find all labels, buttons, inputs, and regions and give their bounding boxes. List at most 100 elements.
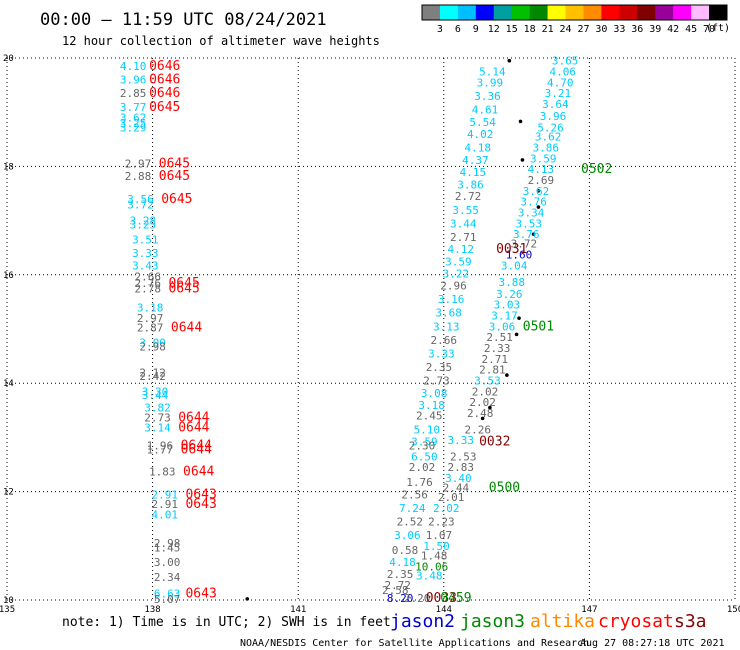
wave-height-label: 1.07 <box>426 529 453 542</box>
wave-height-label: 3.00 <box>139 337 166 350</box>
coast-dot <box>531 232 536 236</box>
color-swatch <box>655 5 674 20</box>
x-tick-label: 147 <box>581 605 597 615</box>
pass-time-label: 0031 <box>496 242 527 257</box>
y-tick-label: 20 <box>3 54 14 64</box>
wave-height-label: 0.58 <box>392 544 419 557</box>
legend-altika: altika <box>530 611 595 632</box>
wave-height-label: 2.98 <box>154 537 181 550</box>
pass-time-label: 0643 <box>185 487 216 502</box>
coast-dot <box>480 416 485 421</box>
y-tick-label: 10 <box>3 596 14 606</box>
pass-time-label: 0644 <box>181 442 212 457</box>
wave-height-label: 4.18 <box>465 141 492 154</box>
wave-height-label: 5.26 <box>537 121 564 134</box>
wave-height-label: 3.53 <box>515 217 542 230</box>
x-tick-label: 138 <box>144 605 160 615</box>
color-swatch <box>583 5 602 20</box>
wave-height-label: 3.26 <box>496 288 523 301</box>
wave-height-label: 3.43 <box>132 260 159 273</box>
color-scale-label: 39 <box>649 24 661 35</box>
color-scale-label: 24 <box>560 24 572 35</box>
y-tick-label: 18 <box>3 162 14 172</box>
coast-dot <box>517 316 521 320</box>
color-scale-label: 45 <box>685 24 697 35</box>
color-swatch <box>691 5 710 20</box>
wave-height-label: 3.51 <box>132 234 159 247</box>
pass-time-label: 0501 <box>523 319 554 334</box>
color-scale-bar: 3 6 9 12 15 18 21 24 27 30 33 36 39 42 45 70 <box>421 4 728 35</box>
wave-height-label: 3.72 <box>127 198 154 211</box>
wave-height-label: 2.35 <box>426 361 453 374</box>
wave-height-label: 2.98 <box>139 340 166 353</box>
y-tick-label: 14 <box>3 379 14 389</box>
color-scale-label: 33 <box>613 24 625 35</box>
wave-height-label: 3.25 <box>120 117 147 130</box>
wave-height-label: 3.29 <box>120 121 147 134</box>
coast-dot <box>505 373 509 377</box>
wave-height-label: 3.33 <box>132 247 159 260</box>
wave-height-label: 3.03 <box>494 299 521 312</box>
color-swatch <box>709 5 728 20</box>
wave-height-label: 3.40 <box>445 472 472 485</box>
wave-height-label: 2.71 <box>450 231 477 244</box>
wave-height-label: 4.01 <box>151 508 178 521</box>
x-tick-label: 144 <box>436 605 452 615</box>
pass-time-label: 0646 <box>149 59 180 74</box>
pass-time-label: 0643 <box>185 586 216 601</box>
wave-height-label: 3.18 <box>418 399 445 412</box>
wave-height-label: 3.14 <box>144 422 171 435</box>
pass-time-label: 0645 <box>161 192 192 207</box>
wave-height-label: 2.44 <box>443 481 470 494</box>
color-swatch <box>457 5 477 20</box>
wave-height-label: 3.00 <box>154 556 181 569</box>
wave-height-label: 1.96 <box>147 440 174 453</box>
x-tick-label: 135 <box>0 605 15 615</box>
pass-time-label: 0646 <box>149 73 180 88</box>
wave-height-label: 3.62 <box>535 131 562 144</box>
wave-height-label: 3.62 <box>120 112 147 125</box>
wave-height-label: 3.96 <box>540 110 567 123</box>
color-bar-frame <box>421 4 728 21</box>
wave-height-label: 2.33 <box>484 342 511 355</box>
wave-height-label: 3.33 <box>448 434 475 447</box>
wave-height-label: 2.42 <box>139 370 166 383</box>
wave-height-label: 3.22 <box>443 268 470 281</box>
chart-subtitle: 12 hour collection of altimeter wave hei… <box>62 34 380 48</box>
wave-height-label: 2.91 <box>151 498 178 511</box>
wave-height-label: 2.97 <box>125 158 152 171</box>
wave-height-label: 2.83 <box>448 461 475 474</box>
wave-height-label: 3.59 <box>530 152 557 165</box>
wave-height-label: 1.50 <box>423 540 450 553</box>
color-swatch <box>637 5 656 20</box>
wave-height-label: 2.56 <box>401 488 428 501</box>
wave-height-label: 2.71 <box>482 353 509 366</box>
coast-dot <box>520 158 525 162</box>
legend-cryosat: cryosat <box>598 611 674 632</box>
wave-height-label: 4.61 <box>472 103 499 116</box>
color-scale-label: 36 <box>631 24 643 35</box>
wave-height-label: 2.88 <box>125 170 152 183</box>
wave-height-label: 6.63 <box>154 587 181 600</box>
wave-height-label: 2.34 <box>154 571 181 584</box>
wave-height-label: 2.02 <box>409 461 436 474</box>
wave-height-label: 5.07 <box>154 593 181 606</box>
legend-jason2: jason2 <box>390 611 455 632</box>
y-tick-label: 16 <box>3 271 14 281</box>
color-scale-label: 70 <box>703 24 715 35</box>
wave-height-label: 2.51 <box>486 331 513 344</box>
wave-height-label: 3.13 <box>433 320 460 333</box>
wave-height-label: 3.64 <box>542 98 569 111</box>
pass-time-label: 0645 <box>168 276 199 291</box>
wave-height-label: 2.76 <box>134 277 161 290</box>
wave-height-label: 2.35 <box>387 568 414 581</box>
color-swatch <box>601 5 620 20</box>
color-scale-label: 3 <box>437 24 443 35</box>
wave-height-label: 2.48 <box>467 407 494 420</box>
wave-height-label: 2.01 <box>438 491 465 504</box>
wave-height-label: 2.02 <box>472 385 499 398</box>
coast-dot <box>536 205 541 209</box>
wave-height-label: 6.50 <box>411 450 438 463</box>
wave-height-label: 3.68 <box>435 307 462 320</box>
wave-height-label: 2.26 <box>465 423 492 436</box>
